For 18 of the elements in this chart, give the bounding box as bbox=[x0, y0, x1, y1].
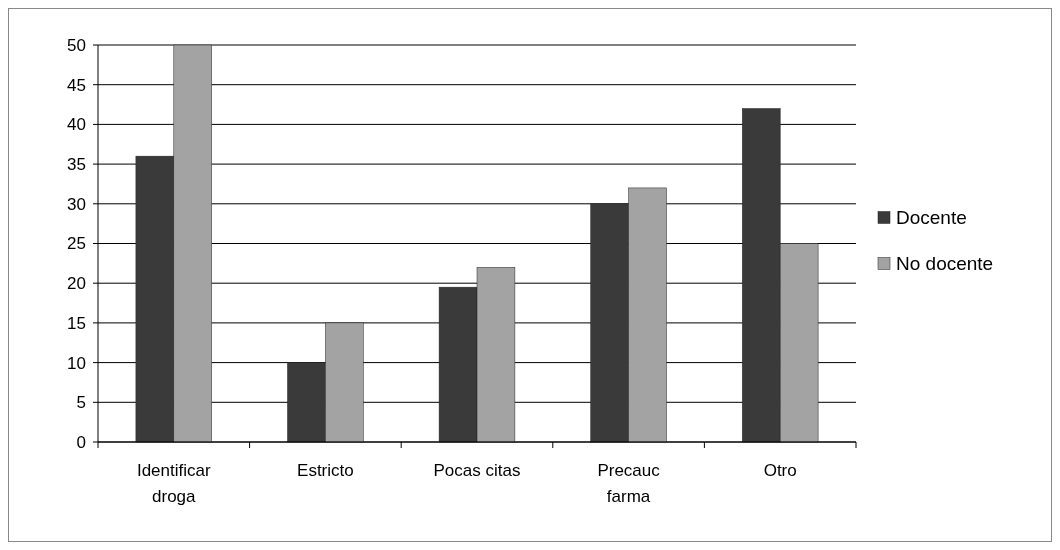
x-tick-label: Estricto bbox=[297, 461, 354, 480]
legend-label: Docente bbox=[896, 207, 967, 229]
y-tick-label: 35 bbox=[67, 155, 86, 175]
x-tick-label: Pocas citas bbox=[433, 461, 521, 480]
y-tick-label: 10 bbox=[67, 353, 86, 373]
y-tick-label: 45 bbox=[67, 75, 86, 95]
x-tick-label: Identificar droga bbox=[136, 461, 211, 506]
x-tick-label: Otro bbox=[763, 461, 797, 480]
y-tick-label: 30 bbox=[67, 194, 86, 214]
y-tick-label: 15 bbox=[67, 313, 86, 333]
y-tick-label: 0 bbox=[76, 432, 86, 452]
y-tick-label: 50 bbox=[67, 35, 86, 55]
y-tick-label: 25 bbox=[67, 234, 86, 254]
x-tick-label: Precauc farma bbox=[597, 461, 661, 506]
legend-label: No docente bbox=[896, 253, 994, 275]
y-tick-label: 40 bbox=[67, 115, 86, 135]
y-tick-label: 5 bbox=[76, 393, 86, 413]
y-tick-label: 20 bbox=[67, 274, 86, 294]
